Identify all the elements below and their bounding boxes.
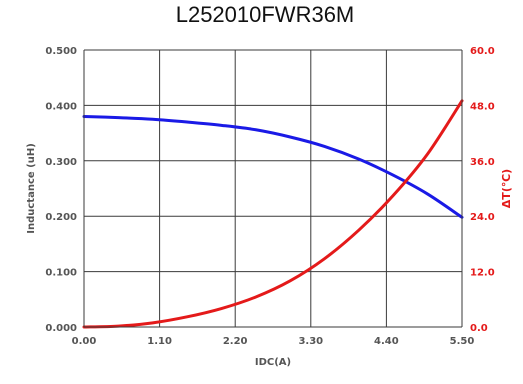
- series-group: [82, 99, 464, 329]
- y-left-tick-label: 0.000: [45, 323, 77, 334]
- y-right-tick-label: 60.0: [470, 46, 495, 57]
- y-left-tick-label: 0.400: [45, 101, 77, 112]
- grid: [84, 50, 462, 327]
- temperature-rise-line: [82, 99, 464, 329]
- y-left-tick-label: 0.500: [45, 46, 77, 57]
- y-right-axis-label: ΔT(℃): [500, 169, 513, 208]
- y-right-tick-label: 24.0: [470, 212, 495, 223]
- x-tick-label: 2.20: [223, 336, 248, 347]
- y-left-tick-label: 0.100: [45, 268, 77, 279]
- x-tick-label: 4.40: [374, 336, 399, 347]
- x-axis-label: IDC(A): [255, 357, 291, 368]
- chart-title: L252010FWR36M: [176, 2, 355, 27]
- y-left-tick-label: 0.300: [45, 157, 77, 168]
- y-right-tick-label: 12.0: [470, 268, 495, 279]
- axes: 0.00 1.10 2.20 3.30 4.40 5.50 0.000 0.100 0.200 0…: [26, 46, 513, 368]
- y-right-tick-label: 0.0: [470, 323, 488, 334]
- inductance-line: [82, 114, 464, 219]
- x-tick-label: 5.50: [450, 336, 475, 347]
- x-tick-label: 0.00: [72, 336, 97, 347]
- x-tick-label: 1.10: [147, 336, 172, 347]
- x-tick-label: 3.30: [298, 336, 323, 347]
- y-right-tick-label: 48.0: [470, 101, 495, 112]
- y-right-tick-label: 36.0: [470, 157, 495, 168]
- y-left-tick-label: 0.200: [45, 212, 77, 223]
- y-left-axis-label: Inductance (uH): [26, 143, 37, 234]
